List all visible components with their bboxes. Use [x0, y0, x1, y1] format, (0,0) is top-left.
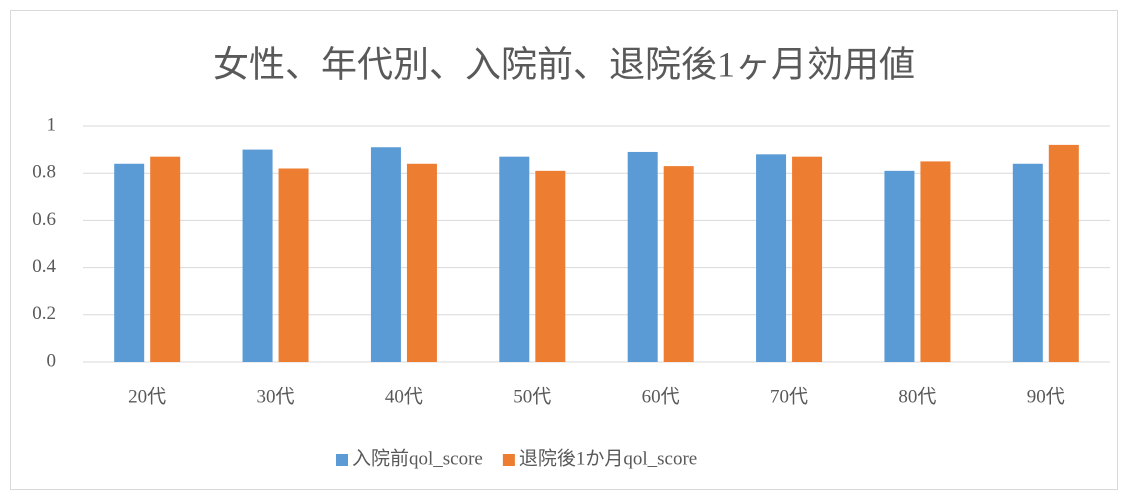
bar: [756, 154, 787, 362]
legend-label: 入院前qol_score: [352, 447, 483, 469]
bar: [114, 163, 145, 362]
bar: [920, 161, 951, 362]
y-tick-label: 0.4: [32, 256, 56, 277]
bar: [406, 163, 437, 362]
x-tick-label: 30代: [257, 385, 295, 407]
y-tick-label: 0.6: [32, 209, 56, 230]
bar: [278, 168, 309, 362]
x-tick-label: 60代: [642, 385, 680, 407]
legend-swatch: [502, 454, 515, 466]
bar: [499, 156, 530, 362]
y-tick-label: 1: [47, 114, 57, 135]
bar: [663, 166, 694, 362]
x-tick-label: 40代: [385, 385, 423, 407]
x-tick-label: 20代: [128, 385, 166, 407]
bar: [627, 151, 658, 362]
bar: [1012, 163, 1043, 362]
x-tick-label: 90代: [1027, 385, 1065, 407]
chart-title: 女性、年代別、入院前、退院後1ヶ月効用値: [213, 44, 915, 84]
bar: [1048, 144, 1079, 362]
bar: [150, 156, 181, 362]
bar: [884, 170, 915, 362]
legend-label: 退院後1か月qol_score: [519, 447, 697, 469]
y-tick-label: 0.2: [32, 303, 56, 324]
y-tick-label: 0: [47, 350, 57, 371]
y-tick-label: 0.8: [32, 162, 56, 183]
x-tick-label: 70代: [770, 385, 808, 407]
x-tick-label: 80代: [898, 385, 936, 407]
legend-swatch: [336, 454, 348, 466]
bar: [535, 170, 566, 362]
x-tick-label: 50代: [513, 385, 551, 407]
bar: [370, 147, 401, 362]
bar: [242, 149, 273, 362]
bar: [792, 156, 823, 362]
